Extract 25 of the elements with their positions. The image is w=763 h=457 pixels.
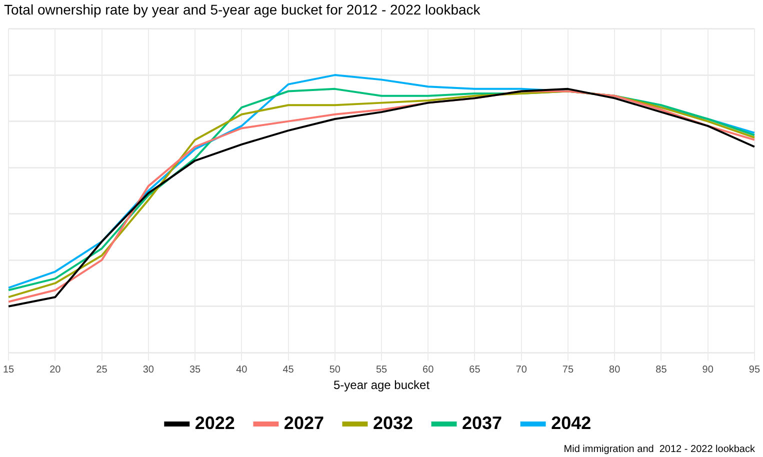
legend-label: 2037 (462, 412, 502, 433)
x-tick-label: 35 (189, 364, 202, 376)
x-tick-label: 85 (656, 364, 668, 376)
legend-label: 2042 (551, 412, 592, 433)
legend-label: 2022 (194, 412, 235, 433)
text: Mid immigration and 2012 - 2022 lookback (564, 444, 756, 455)
x-tick-label: 40 (236, 364, 248, 376)
chart-title: Total ownership rate by year and 5-year age bucket for 2012 - 2022 lookback (4, 1, 482, 18)
x-tick-label: 75 (562, 364, 574, 376)
x-tick-label: 50 (329, 364, 341, 376)
x-tick-label: 25 (96, 364, 108, 376)
x-tick-label: 65 (469, 364, 481, 376)
x-tick-label: 15 (3, 364, 15, 376)
x-tick-label: 80 (609, 364, 621, 376)
legend-label: 2032 (372, 412, 414, 433)
x-tick-label: 60 (422, 364, 434, 376)
x-tick-label: 30 (142, 364, 154, 376)
x-tick-label: 45 (282, 364, 294, 376)
legend-label: 2027 (284, 412, 324, 433)
x-tick-label: 95 (748, 364, 760, 376)
x-tick-label: 20 (50, 364, 62, 376)
x-axis-title: 5-year age bucket (333, 378, 430, 392)
x-tick-label: 70 (516, 364, 528, 376)
x-tick-label: 90 (702, 364, 714, 376)
x-tick-label: 55 (376, 364, 388, 376)
